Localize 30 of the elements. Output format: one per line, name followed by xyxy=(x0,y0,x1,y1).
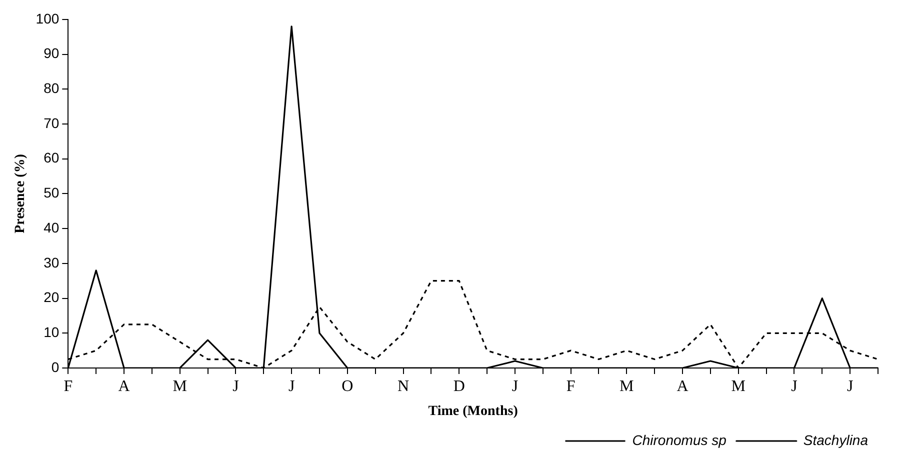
y-tick-label: 40 xyxy=(44,219,60,236)
x-tick-label: F xyxy=(64,378,73,395)
x-tick-label: J xyxy=(791,378,798,395)
x-tick-label: J xyxy=(232,378,239,395)
x-tick-label: M xyxy=(731,378,746,395)
y-tick-label: 10 xyxy=(44,324,60,340)
y-axis-title: Presence (%) xyxy=(13,154,28,234)
x-axis-title: Time (Months) xyxy=(428,404,518,420)
x-tick-label: J xyxy=(846,378,854,395)
y-tick-label: 100 xyxy=(36,10,60,26)
x-tick-label: J xyxy=(288,378,295,395)
x-tick-label: M xyxy=(620,378,634,395)
y-tick-label: 20 xyxy=(44,289,60,306)
x-tick-label: F xyxy=(566,378,576,395)
legend-label: Chironomus sp xyxy=(632,432,727,448)
x-tick-label: J xyxy=(512,378,518,395)
y-tick-label: 60 xyxy=(44,150,60,166)
x-tick-label: A xyxy=(118,378,130,395)
x-tick-label: O xyxy=(342,378,354,395)
y-tick-label: 30 xyxy=(44,254,60,270)
legend-label: Stachylina xyxy=(803,432,868,448)
y-tick-label: 0 xyxy=(51,358,60,375)
y-tick-label: 70 xyxy=(44,114,60,131)
x-tick-label: M xyxy=(172,378,187,395)
x-tick-label: N xyxy=(397,378,410,395)
y-tick-label: 80 xyxy=(44,80,60,96)
y-tick-label: 50 xyxy=(44,184,60,201)
y-tick-label: 90 xyxy=(44,45,60,62)
x-tick-label: A xyxy=(676,378,689,395)
x-tick-label: D xyxy=(453,378,465,395)
